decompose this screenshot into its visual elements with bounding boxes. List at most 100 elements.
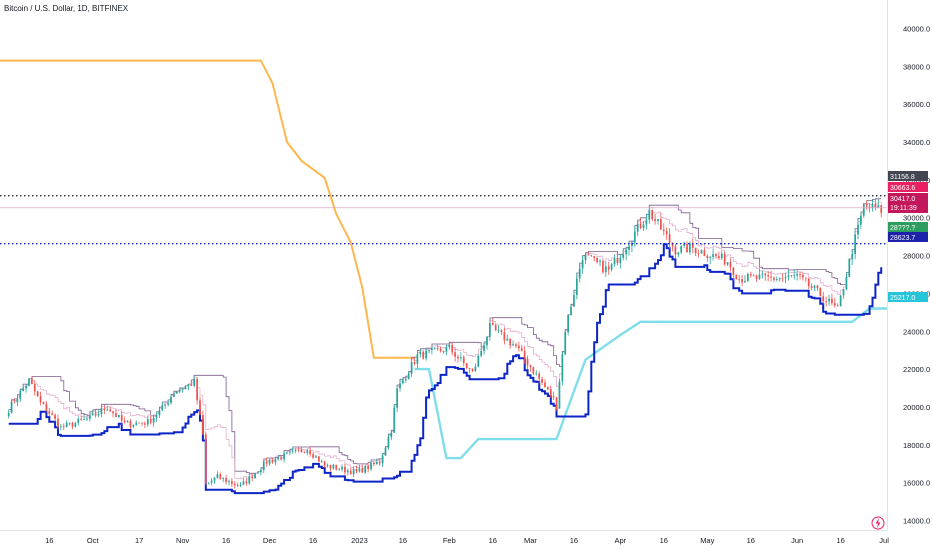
- x-tick-label: Nov: [176, 536, 190, 545]
- y-tick-label: 18000.0: [903, 441, 930, 450]
- candle: [506, 334, 509, 341]
- blue-price-label: 28623.7: [890, 235, 915, 242]
- candle: [845, 272, 848, 291]
- candle: [706, 254, 709, 263]
- candle: [483, 341, 485, 355]
- candle: [425, 348, 427, 361]
- y-tick-label: 24000.0: [903, 327, 930, 336]
- candle: [86, 415, 88, 421]
- candle: [509, 338, 512, 349]
- green-price-label: 28???.?: [890, 225, 915, 232]
- last-price-label: 30417.0: [890, 196, 915, 203]
- candle: [723, 251, 726, 266]
- candle: [387, 434, 390, 450]
- candle: [152, 415, 155, 427]
- candle: [573, 290, 575, 307]
- candle: [819, 287, 822, 297]
- candle: [784, 273, 787, 284]
- candle: [138, 422, 141, 424]
- candle: [210, 477, 213, 486]
- candle: [373, 461, 375, 467]
- candlestick-series: [7, 198, 883, 489]
- candle: [807, 278, 810, 290]
- candle: [778, 277, 781, 282]
- x-tick-label: 16: [489, 536, 497, 545]
- cyan-price-badge: 25217.0: [888, 292, 928, 302]
- x-axis[interactable]: 16 Oct 17 Nov 16 Dec 16 2023 16 Feb 16 Mar 16 Apr 16 Ma…: [45, 536, 889, 545]
- candle: [233, 481, 236, 489]
- candle: [590, 254, 593, 257]
- candle: [773, 276, 775, 283]
- candle: [662, 223, 665, 236]
- candle: [697, 249, 700, 258]
- candle: [381, 453, 384, 468]
- candle: [660, 212, 662, 230]
- candle: [39, 391, 42, 406]
- candle: [526, 355, 529, 369]
- candle: [68, 422, 71, 426]
- candle: [286, 451, 288, 455]
- candle: [83, 415, 85, 421]
- candle: [746, 272, 749, 282]
- candle: [567, 314, 570, 336]
- candle: [825, 296, 827, 307]
- candle: [144, 421, 146, 429]
- candle: [497, 325, 500, 334]
- candle: [109, 406, 112, 413]
- candle: [62, 423, 65, 431]
- candle: [103, 404, 106, 415]
- candle: [19, 389, 22, 403]
- candle: [619, 254, 622, 269]
- candle: [170, 394, 172, 405]
- candle: [271, 458, 274, 464]
- candle: [532, 366, 535, 376]
- pink-price-label: 30663.6: [890, 185, 915, 192]
- candle: [816, 284, 819, 292]
- candle: [216, 471, 219, 479]
- candle: [161, 402, 164, 412]
- candle: [280, 455, 283, 461]
- x-tick-label: 16: [222, 536, 230, 545]
- candle: [822, 291, 825, 305]
- x-tick-label: 16: [45, 536, 53, 545]
- candle: [465, 362, 468, 370]
- candle: [486, 336, 488, 350]
- candle: [352, 466, 355, 477]
- lightning-icon[interactable]: [871, 516, 885, 530]
- y-tick-label: 22000.0: [903, 365, 930, 374]
- candle: [126, 420, 129, 423]
- cyan-indicator-line: [414, 307, 887, 460]
- candle: [738, 274, 741, 284]
- candle: [755, 274, 758, 282]
- candle: [309, 446, 312, 457]
- candle: [346, 468, 349, 476]
- candle: [288, 449, 291, 455]
- candle: [149, 416, 152, 425]
- candle: [291, 447, 294, 454]
- candle: [457, 354, 459, 363]
- candle: [239, 482, 242, 488]
- x-tick-label: Feb: [443, 536, 456, 545]
- candle: [7, 409, 10, 419]
- x-tick-label: 16: [747, 536, 755, 545]
- candle: [315, 454, 317, 459]
- candle: [439, 347, 442, 353]
- candle: [712, 248, 714, 261]
- candle: [300, 447, 303, 453]
- candle: [51, 410, 54, 416]
- candle: [744, 275, 746, 283]
- candle: [202, 410, 204, 436]
- candle: [575, 272, 578, 300]
- candle: [312, 452, 314, 459]
- candle: [593, 255, 596, 262]
- candle: [410, 357, 413, 377]
- candle: [94, 409, 97, 418]
- candle: [120, 410, 123, 425]
- candle: [471, 368, 474, 373]
- candle: [804, 277, 807, 282]
- mid-channel-line: [8, 201, 882, 479]
- candle: [80, 415, 83, 421]
- price-lines: [0, 195, 887, 245]
- candle: [329, 464, 332, 472]
